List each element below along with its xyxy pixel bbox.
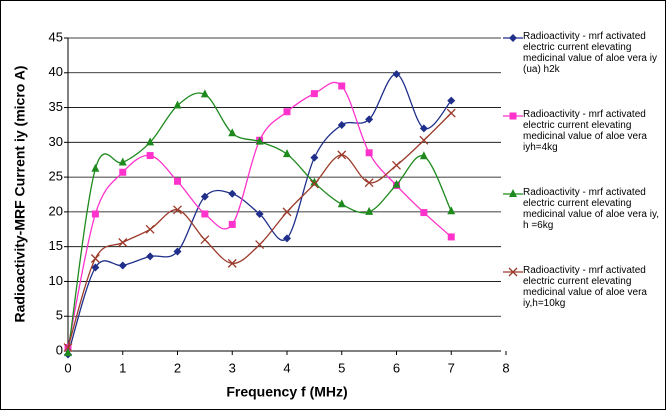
marker xyxy=(509,34,517,42)
legend-item: Radioactivity - mrf activated electric c… xyxy=(501,31,665,75)
marker xyxy=(146,252,155,261)
legend-label: Radioactivity - mrf activated electric c… xyxy=(523,109,647,153)
marker xyxy=(365,115,374,124)
marker xyxy=(200,235,210,245)
x-tick-label: 0 xyxy=(64,360,71,375)
x-tick-label: 8 xyxy=(502,360,509,375)
marker xyxy=(255,209,264,218)
marker xyxy=(119,168,127,176)
marker xyxy=(365,206,374,215)
y-tick-label: 15 xyxy=(49,238,63,253)
series-line xyxy=(67,112,452,348)
marker xyxy=(91,163,100,172)
legend-key xyxy=(503,189,523,197)
series-line xyxy=(67,92,452,354)
marker xyxy=(200,192,209,201)
marker xyxy=(282,207,292,217)
marker xyxy=(392,179,401,188)
marker xyxy=(173,247,182,256)
marker xyxy=(63,343,73,352)
x-tick-label: 6 xyxy=(393,360,400,375)
legend-label: Radioactivity - mrf activated electric c… xyxy=(523,31,657,75)
marker xyxy=(310,177,319,186)
marker xyxy=(228,189,237,198)
x-tick-label: 2 xyxy=(174,360,181,375)
marker xyxy=(447,206,456,215)
marker xyxy=(365,149,373,157)
marker xyxy=(310,90,318,98)
marker xyxy=(200,89,209,98)
marker xyxy=(201,210,209,218)
marker xyxy=(337,150,347,160)
y-axis-label: Radioactivity-MRF Current iy (micro A) xyxy=(12,66,28,323)
y-tick-label: 0 xyxy=(56,342,63,357)
legend-item: Radioactivity - mrf activated electric c… xyxy=(501,109,665,153)
marker xyxy=(508,267,518,277)
marker xyxy=(337,120,346,129)
y-tick-label: 10 xyxy=(49,273,63,288)
marker xyxy=(392,160,401,170)
y-tick-label: 30 xyxy=(49,134,63,149)
y-tick-label: 25 xyxy=(49,169,63,184)
marker xyxy=(392,70,401,79)
legend-key xyxy=(503,112,523,120)
marker xyxy=(420,209,428,217)
marker xyxy=(337,199,346,208)
x-axis-label: Frequency f (MHz) xyxy=(226,384,347,400)
y-tick-label: 35 xyxy=(49,99,63,114)
marker xyxy=(310,153,319,162)
marker xyxy=(447,233,455,241)
y-tick-label: 45 xyxy=(49,29,63,44)
marker xyxy=(118,238,128,247)
x-tick-label: 5 xyxy=(338,360,345,375)
marker xyxy=(173,205,182,215)
marker xyxy=(419,124,428,133)
marker xyxy=(228,220,236,228)
marker xyxy=(509,189,517,197)
legend-item: Radioactivity - mrf activated electric c… xyxy=(501,187,665,231)
marker xyxy=(145,224,155,234)
marker xyxy=(146,152,154,160)
legend-label: Radioactivity - mrf activated electric c… xyxy=(523,265,647,309)
marker xyxy=(228,128,237,137)
legend-label: Radioactivity - mrf activated electric c… xyxy=(523,187,659,231)
marker xyxy=(174,177,181,185)
marker xyxy=(338,82,346,90)
x-tick-label: 7 xyxy=(448,360,455,375)
x-tick-label: 3 xyxy=(229,360,236,375)
marker xyxy=(419,151,428,160)
x-tick-label: 1 xyxy=(119,360,126,375)
marker xyxy=(91,263,100,272)
legend-item: Radioactivity - mrf activated electric c… xyxy=(501,265,665,309)
marker xyxy=(90,254,100,263)
marker xyxy=(509,112,517,120)
marker xyxy=(255,136,264,145)
marker xyxy=(227,258,237,268)
marker xyxy=(419,135,429,145)
y-tick-label: 20 xyxy=(49,203,63,218)
marker xyxy=(283,234,291,243)
marker xyxy=(118,261,127,270)
marker xyxy=(173,100,182,109)
marker xyxy=(283,149,291,158)
marker xyxy=(91,210,99,218)
marker xyxy=(447,96,456,105)
y-tick-label: 40 xyxy=(49,64,63,79)
y-tick-label: 5 xyxy=(56,308,63,323)
marker xyxy=(446,108,456,118)
marker xyxy=(255,240,265,250)
marker xyxy=(283,108,291,116)
marker xyxy=(364,178,374,188)
marker xyxy=(309,179,319,189)
legend-key xyxy=(503,34,523,42)
marker xyxy=(146,137,155,146)
x-tick-label: 4 xyxy=(283,360,290,375)
marker xyxy=(64,348,72,357)
marker xyxy=(118,157,127,166)
legend-key xyxy=(503,267,523,277)
